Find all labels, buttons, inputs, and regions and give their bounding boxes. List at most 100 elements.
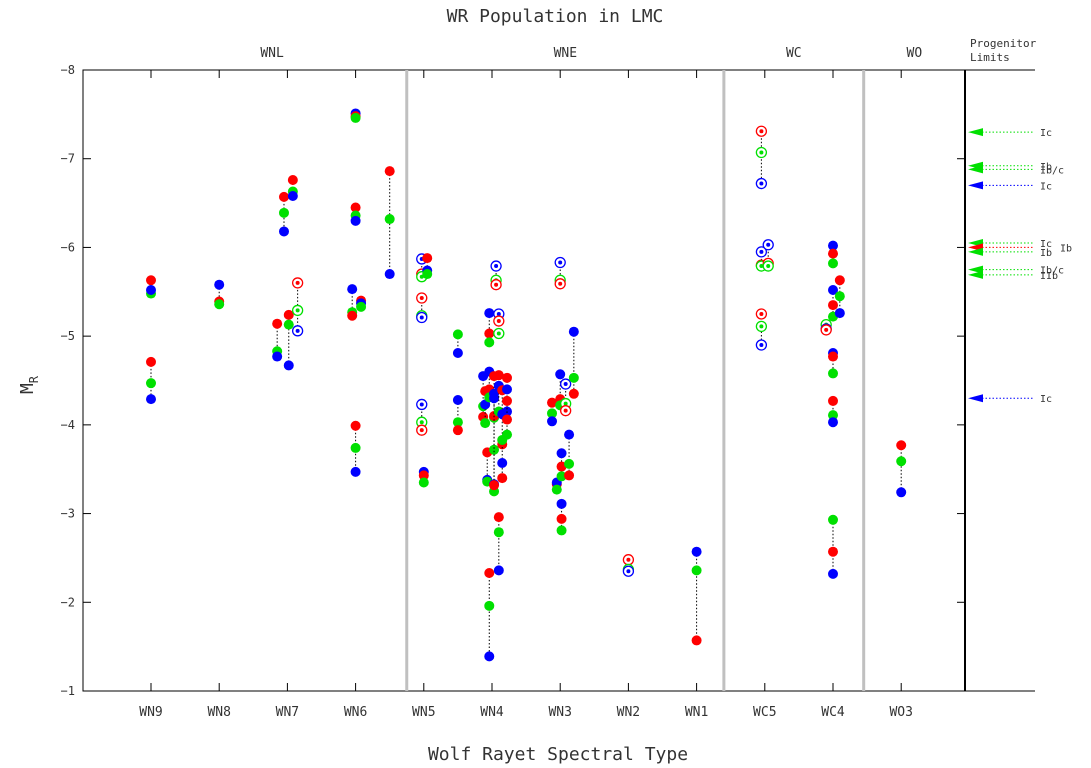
point-blue-open-center — [419, 315, 424, 320]
star-group — [283, 309, 294, 371]
star-group — [834, 275, 845, 319]
point-green — [556, 525, 567, 536]
point-green — [828, 514, 838, 525]
point-red — [418, 470, 429, 481]
star-group — [490, 260, 502, 291]
group-label-wnl: WNL — [260, 46, 284, 61]
progenitor-limit-label: Ic — [1040, 128, 1052, 139]
point-red-open-center — [558, 281, 563, 286]
point-red — [828, 546, 838, 557]
star-group — [422, 253, 433, 280]
point-red-open-center — [759, 129, 764, 134]
star-group — [755, 125, 768, 190]
point-green — [484, 600, 495, 611]
plot-frame — [82, 69, 966, 692]
group-label-wc: WC — [786, 46, 802, 61]
x-tick-label-wo3: WO3 — [889, 705, 912, 720]
star-group — [291, 277, 304, 337]
progenitor-limit: IIb — [968, 270, 1058, 282]
star-group — [146, 356, 156, 405]
point-red — [828, 351, 838, 362]
point-red-open-center — [295, 280, 300, 285]
point-green — [418, 477, 429, 488]
point-red — [568, 388, 579, 399]
group-label-wo: WO — [907, 46, 923, 61]
point-blue — [287, 190, 298, 201]
progenitor-limit-arrow — [968, 181, 983, 190]
point-blue — [493, 565, 504, 576]
point-blue — [896, 487, 907, 498]
y-tick-label: −6 — [61, 240, 75, 254]
star-group — [820, 318, 832, 336]
point-blue — [347, 284, 358, 295]
star-group — [755, 308, 768, 351]
progenitor-limit: Ic — [968, 128, 1052, 139]
star-group — [556, 448, 567, 482]
progenitor-limit-label: Ic — [1040, 394, 1052, 405]
star-group — [564, 429, 575, 481]
progenitor-limit-arrow — [968, 247, 983, 256]
point-green-open-center — [295, 308, 300, 313]
point-green-open-center — [766, 264, 771, 269]
star-group — [556, 498, 567, 536]
point-red-open-center — [419, 295, 424, 300]
point-green — [568, 372, 579, 383]
point-green — [422, 269, 433, 280]
progenitor-limit: Ib/c — [968, 165, 1064, 176]
point-blue — [484, 308, 495, 319]
y-tick-label: −4 — [61, 418, 75, 432]
star-group — [560, 378, 572, 417]
y-axis-label-sub: R — [27, 375, 41, 383]
star-group — [418, 466, 429, 488]
star-group — [347, 284, 358, 321]
star-group — [452, 329, 463, 358]
point-green — [356, 301, 367, 312]
point-blue — [484, 651, 495, 662]
star-group — [828, 395, 838, 428]
point-green — [484, 337, 495, 348]
point-red — [502, 414, 513, 425]
x-tick-label-wn4: WN4 — [480, 705, 504, 720]
point-red — [146, 356, 156, 367]
point-green — [896, 456, 907, 467]
point-green — [350, 442, 361, 453]
point-blue — [828, 240, 838, 251]
y-tick-label: −7 — [61, 152, 75, 166]
point-blue — [146, 394, 156, 405]
point-green — [214, 299, 225, 310]
point-blue — [556, 498, 567, 509]
point-blue — [214, 279, 225, 290]
point-red-open-center — [496, 319, 501, 324]
progenitor-limit-label: Ib — [1040, 248, 1052, 259]
y-tick-label: −2 — [61, 595, 75, 609]
point-red — [828, 300, 838, 311]
point-red — [287, 175, 298, 186]
point-red — [834, 275, 845, 286]
star-group — [484, 308, 495, 348]
point-green — [828, 258, 838, 269]
progenitor-limit: Ib/c — [968, 265, 1064, 277]
point-blue — [555, 369, 566, 380]
star-group — [356, 295, 367, 312]
point-red — [452, 425, 463, 436]
star-group — [350, 202, 361, 226]
point-red — [493, 370, 504, 381]
point-green-open-center — [563, 401, 568, 406]
progenitor-limit-arrow — [968, 165, 983, 174]
point-blue — [547, 416, 558, 427]
point-red — [283, 309, 294, 320]
star-group — [622, 554, 635, 577]
progenitor-limit: Ic — [968, 181, 1052, 192]
progenitor-limit-arrow — [968, 394, 983, 403]
x-tick-label-wc5: WC5 — [753, 705, 776, 720]
svg-text:MR: MR — [17, 375, 41, 394]
star-group — [350, 108, 361, 123]
point-green-open-center — [419, 420, 424, 425]
point-blue — [384, 269, 395, 280]
point-blue — [452, 347, 463, 358]
progenitor-limit-arrow — [968, 265, 983, 274]
progenitor-limit-arrow — [968, 128, 983, 137]
star-group — [416, 292, 428, 324]
point-red — [278, 191, 289, 202]
